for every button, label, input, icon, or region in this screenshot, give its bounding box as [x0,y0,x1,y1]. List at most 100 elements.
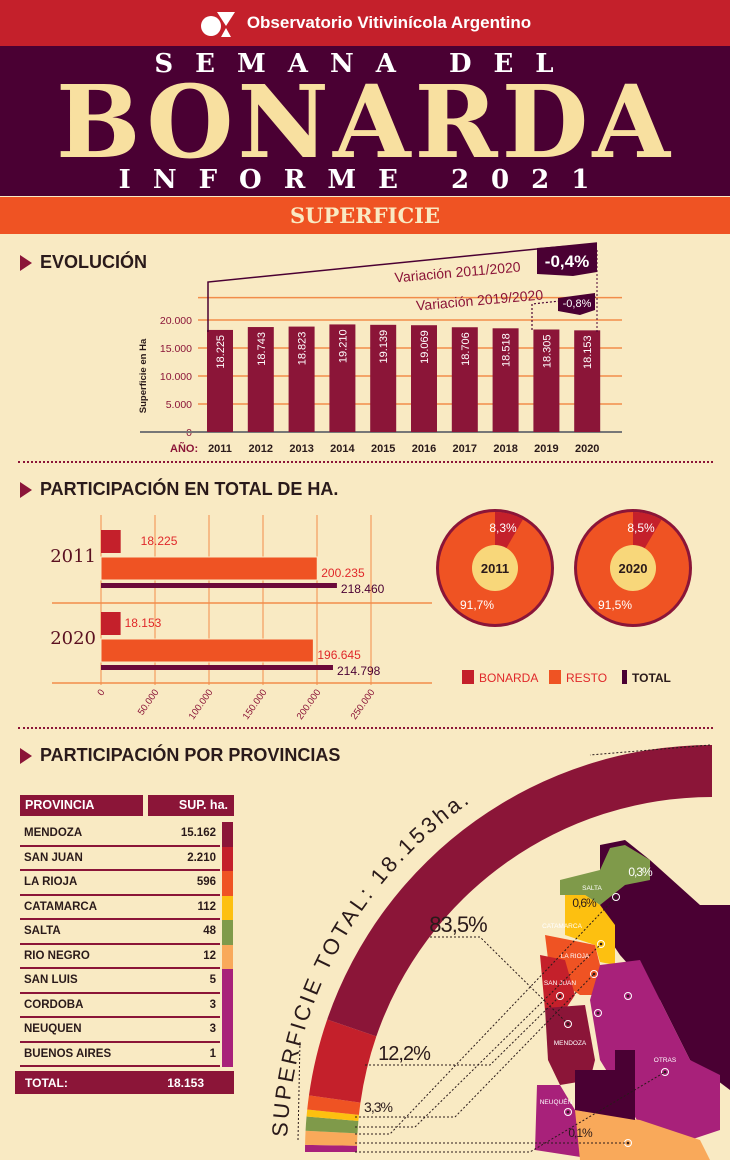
map-marker [597,940,605,948]
map-marker [590,970,598,978]
x-tick-label: 250.000 [349,687,378,721]
column-header: SUP. ha. [148,795,234,816]
bar-value-label: 19.069 [419,330,431,364]
color-swatch [222,1018,233,1043]
province-value: 112 [197,900,216,913]
legend-label: RESTO [566,671,607,685]
map-label: LA RIOJA [561,953,590,960]
table-row: NEUQUEN 3 [20,1018,220,1043]
bar [451,327,478,432]
map-label: OTRAS [654,1057,677,1064]
triangle-icon [20,747,32,764]
bar-resto [100,638,314,663]
x-tick-label: 2017 [453,443,477,455]
total-label: TOTAL: [25,1075,68,1090]
color-swatch [222,822,233,847]
x-tick-label: 50.000 [136,687,162,717]
bar-value-label: 18.305 [541,334,553,368]
bar [492,328,519,432]
color-swatch [222,895,233,920]
province-value: 5 [209,974,216,987]
table-row: SAN LUIS 5 [20,969,220,994]
divider [18,461,713,463]
map-marker [564,1108,572,1116]
arc-segment-san-juan [308,1019,377,1103]
variation-value: -0,8% [563,298,592,310]
x-tick-label: 0 [95,687,107,698]
main-title: BONARDA [56,63,674,181]
province-value: 12 [203,949,216,962]
map-label: CATAMARCA [542,923,583,930]
map-marker-dot [663,1070,667,1074]
bar-bonarda [101,530,121,553]
province-name: SALTA [24,925,61,938]
heading-text: EVOLUCIÓN [40,252,148,272]
bar-value-label: 19.139 [378,330,390,364]
legend-swatch [622,670,627,684]
category-label: 2011 [50,546,96,567]
x-axis-label: AÑO: [170,442,198,455]
title-line-1: SEMANA DEL [154,49,576,79]
bar [247,327,274,432]
x-tick-label: 2015 [371,443,395,455]
color-swatch [222,846,233,871]
heading-text: PARTICIPACIÓN EN TOTAL DE HA. [40,479,339,499]
leader-line [365,995,561,1066]
legend-swatch [549,670,561,684]
province-name: CORDOBA [24,998,84,1011]
color-swatch [222,993,233,1018]
x-tick-label: 150.000 [241,687,270,721]
x-tick-label: 2014 [330,443,355,455]
y-tick-label: 15.000 [160,343,192,355]
donut-center [610,545,656,591]
map-marker-dot [566,1110,570,1114]
x-tick-label: 2020 [575,443,599,455]
table-row: CATAMARCA 112 [20,896,220,920]
color-swatch [222,944,233,969]
y-tick-label: 10.000 [160,371,192,383]
province-name: LA RIOJA [24,876,78,889]
map-marker-dot [592,972,596,976]
x-tick-label: 2011 [208,443,232,455]
province-value: 48 [203,925,216,938]
map-marker [624,992,632,1000]
province-value: 3 [209,998,216,1011]
province-value: 3 [209,1023,216,1036]
map-marker-dot [596,1011,600,1015]
map-marker [594,1009,602,1017]
map-label: MENDOZA [554,1040,587,1047]
bar-value-label: 19.210 [337,329,349,363]
bar-value-label: 214.798 [337,664,381,678]
table-row: RIO NEGRO 12 [20,945,220,969]
table-row: BUENOS AIRES 1 [20,1043,220,1067]
x-tick-label: 2013 [289,443,313,455]
bar-value-label: 218.460 [341,582,385,596]
section-banner: SUPERFICIE [0,197,730,234]
province-value: 1 [209,1047,216,1060]
map-marker [661,1068,669,1076]
y-axis-label: Superficie en Ha [138,338,149,413]
percent-label-san-juan: 12,2% [378,1043,431,1065]
percent-label-la-rioja: 3,3% [364,1099,392,1115]
table-row: CORDOBA 3 [20,994,220,1018]
arc-segment-rio-negro [305,1130,358,1146]
map-label: NEUQUÉN [540,1097,573,1106]
logo-icon [200,12,235,37]
slice-label: 8,5% [627,521,655,535]
map-marker-dot [626,994,630,998]
legend-swatch [462,670,474,684]
leader-line [589,744,711,756]
province-name: MENDOZA [24,827,83,840]
percent-label-salta: 0,3% [628,865,653,879]
heading-participacion: PARTICIPACIÓN EN TOTAL DE HA. [20,479,338,500]
percent-label-rio-negro: 0,1% [568,1126,593,1140]
bar-bonarda [101,612,121,635]
leader-line [355,973,595,1118]
map-label: SALTA [582,885,602,892]
bar-value-label: 200.235 [321,566,365,580]
leader-line [430,936,569,1025]
heading-text: PARTICIPACIÓN POR PROVINCIAS [40,745,341,765]
arc-segment-salta [305,1116,359,1134]
legend-label: TOTAL [632,671,671,685]
